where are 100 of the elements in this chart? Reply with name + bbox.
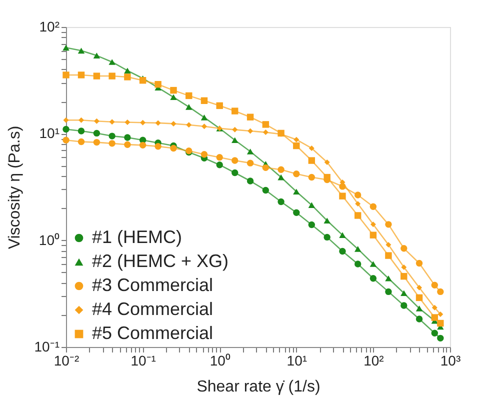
point (416, 294, 423, 302)
point (93, 72, 100, 80)
point (400, 302, 408, 309)
point (431, 282, 438, 289)
point (370, 222, 376, 228)
point (202, 124, 207, 130)
point (308, 146, 314, 151)
point (370, 261, 377, 267)
point (370, 275, 377, 282)
point (432, 304, 438, 310)
point (186, 122, 192, 128)
point (400, 290, 408, 296)
point (324, 218, 330, 224)
point (293, 188, 300, 195)
point (62, 44, 70, 51)
point (308, 174, 316, 181)
point (370, 203, 377, 210)
point (155, 120, 161, 126)
point (200, 150, 208, 158)
point (78, 128, 85, 134)
point (124, 68, 131, 74)
y-tick-label: 10⁻¹ (34, 338, 60, 354)
point (248, 128, 254, 134)
point (324, 174, 330, 181)
point (400, 245, 408, 252)
point (124, 119, 130, 125)
y-tick-label: 10² (39, 18, 60, 34)
point (124, 74, 131, 80)
point (108, 59, 116, 65)
point (385, 275, 392, 282)
point (170, 94, 177, 100)
point (139, 77, 146, 84)
point (63, 117, 69, 123)
point (108, 132, 116, 140)
point (354, 246, 362, 252)
x-tick-label: 10⁻¹ (130, 352, 156, 368)
point (324, 159, 330, 165)
point (78, 138, 85, 146)
point (62, 136, 70, 144)
point (200, 97, 208, 104)
x-tick-label: 10⁻² (54, 352, 80, 368)
point (124, 141, 131, 148)
point (186, 104, 192, 110)
point (93, 130, 100, 137)
point (140, 120, 146, 126)
point (246, 148, 254, 154)
point (200, 114, 208, 120)
point (262, 164, 270, 172)
point (262, 186, 270, 194)
point (232, 137, 238, 144)
point (232, 126, 238, 132)
point (354, 260, 362, 268)
point (416, 284, 422, 290)
x-tick-label: 10² (364, 352, 384, 368)
point (139, 142, 146, 149)
point (278, 174, 284, 180)
point (109, 119, 115, 125)
y-axis-title: Viscosity η (Pa.s) (6, 126, 24, 250)
point (416, 306, 423, 312)
x-tick-label: 10¹ (286, 352, 308, 368)
point (62, 72, 70, 78)
point (94, 118, 100, 124)
point (232, 157, 238, 164)
point (170, 86, 177, 94)
point (78, 72, 85, 78)
point (431, 330, 438, 336)
point (355, 201, 361, 207)
point (339, 248, 346, 255)
legend-label: #2 (HEMC + XG) (92, 251, 229, 271)
point (93, 52, 100, 58)
point (385, 221, 392, 228)
point (108, 72, 116, 80)
point (385, 252, 392, 259)
point (431, 314, 438, 321)
point (93, 138, 100, 146)
point (308, 202, 316, 208)
point (308, 221, 316, 228)
point (385, 288, 392, 296)
point (78, 48, 85, 54)
legend-label: #1 (HEMC) (92, 227, 182, 247)
point (186, 92, 192, 100)
point (216, 102, 223, 110)
point (216, 154, 223, 161)
point (170, 120, 176, 126)
point (62, 126, 70, 133)
point (246, 114, 254, 120)
point (293, 170, 300, 178)
point (308, 157, 316, 164)
point (154, 80, 162, 88)
legend-label: #5 Commercial (92, 323, 214, 343)
point (416, 316, 423, 322)
point (154, 143, 162, 150)
y-tick-label: 10⁰ (38, 232, 60, 248)
x-tick-label: 10³ (440, 352, 461, 368)
point (293, 142, 300, 150)
legend-label: #3 Commercial (92, 275, 214, 295)
point (400, 272, 408, 280)
point (246, 160, 254, 166)
point (416, 260, 423, 267)
point (278, 198, 284, 206)
